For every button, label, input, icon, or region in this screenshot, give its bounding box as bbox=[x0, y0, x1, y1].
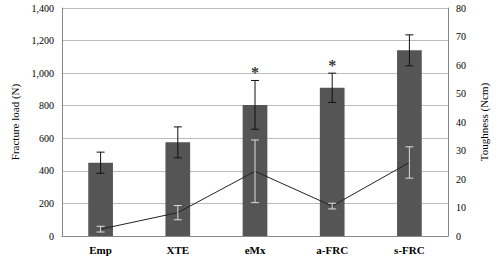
svg-text:80: 80 bbox=[456, 3, 466, 14]
svg-text:10: 10 bbox=[456, 202, 466, 213]
svg-text:40: 40 bbox=[456, 117, 466, 128]
svg-text:30: 30 bbox=[456, 145, 466, 156]
svg-text:Emp: Emp bbox=[89, 244, 112, 256]
svg-text:1,400: 1,400 bbox=[32, 3, 55, 14]
svg-text:0: 0 bbox=[456, 231, 461, 242]
svg-text:*: * bbox=[328, 57, 336, 74]
svg-text:Toughness (Ncm): Toughness (Ncm) bbox=[478, 82, 491, 161]
svg-text:200: 200 bbox=[39, 198, 54, 209]
svg-text:70: 70 bbox=[456, 31, 466, 42]
svg-text:20: 20 bbox=[456, 174, 466, 185]
svg-text:600: 600 bbox=[39, 133, 54, 144]
svg-text:eMx: eMx bbox=[245, 244, 266, 256]
svg-text:Fracture load (N): Fracture load (N) bbox=[9, 83, 22, 160]
svg-text:60: 60 bbox=[456, 60, 466, 71]
svg-text:0: 0 bbox=[49, 231, 54, 242]
svg-text:800: 800 bbox=[39, 100, 54, 111]
svg-text:a-FRC: a-FRC bbox=[316, 244, 348, 256]
svg-text:s-FRC: s-FRC bbox=[394, 244, 425, 256]
svg-text:50: 50 bbox=[456, 88, 466, 99]
svg-text:XTE: XTE bbox=[166, 244, 189, 256]
svg-text:400: 400 bbox=[39, 165, 54, 176]
svg-text:*: * bbox=[251, 64, 259, 81]
svg-text:1,000: 1,000 bbox=[32, 68, 55, 79]
svg-text:1,200: 1,200 bbox=[32, 35, 55, 46]
